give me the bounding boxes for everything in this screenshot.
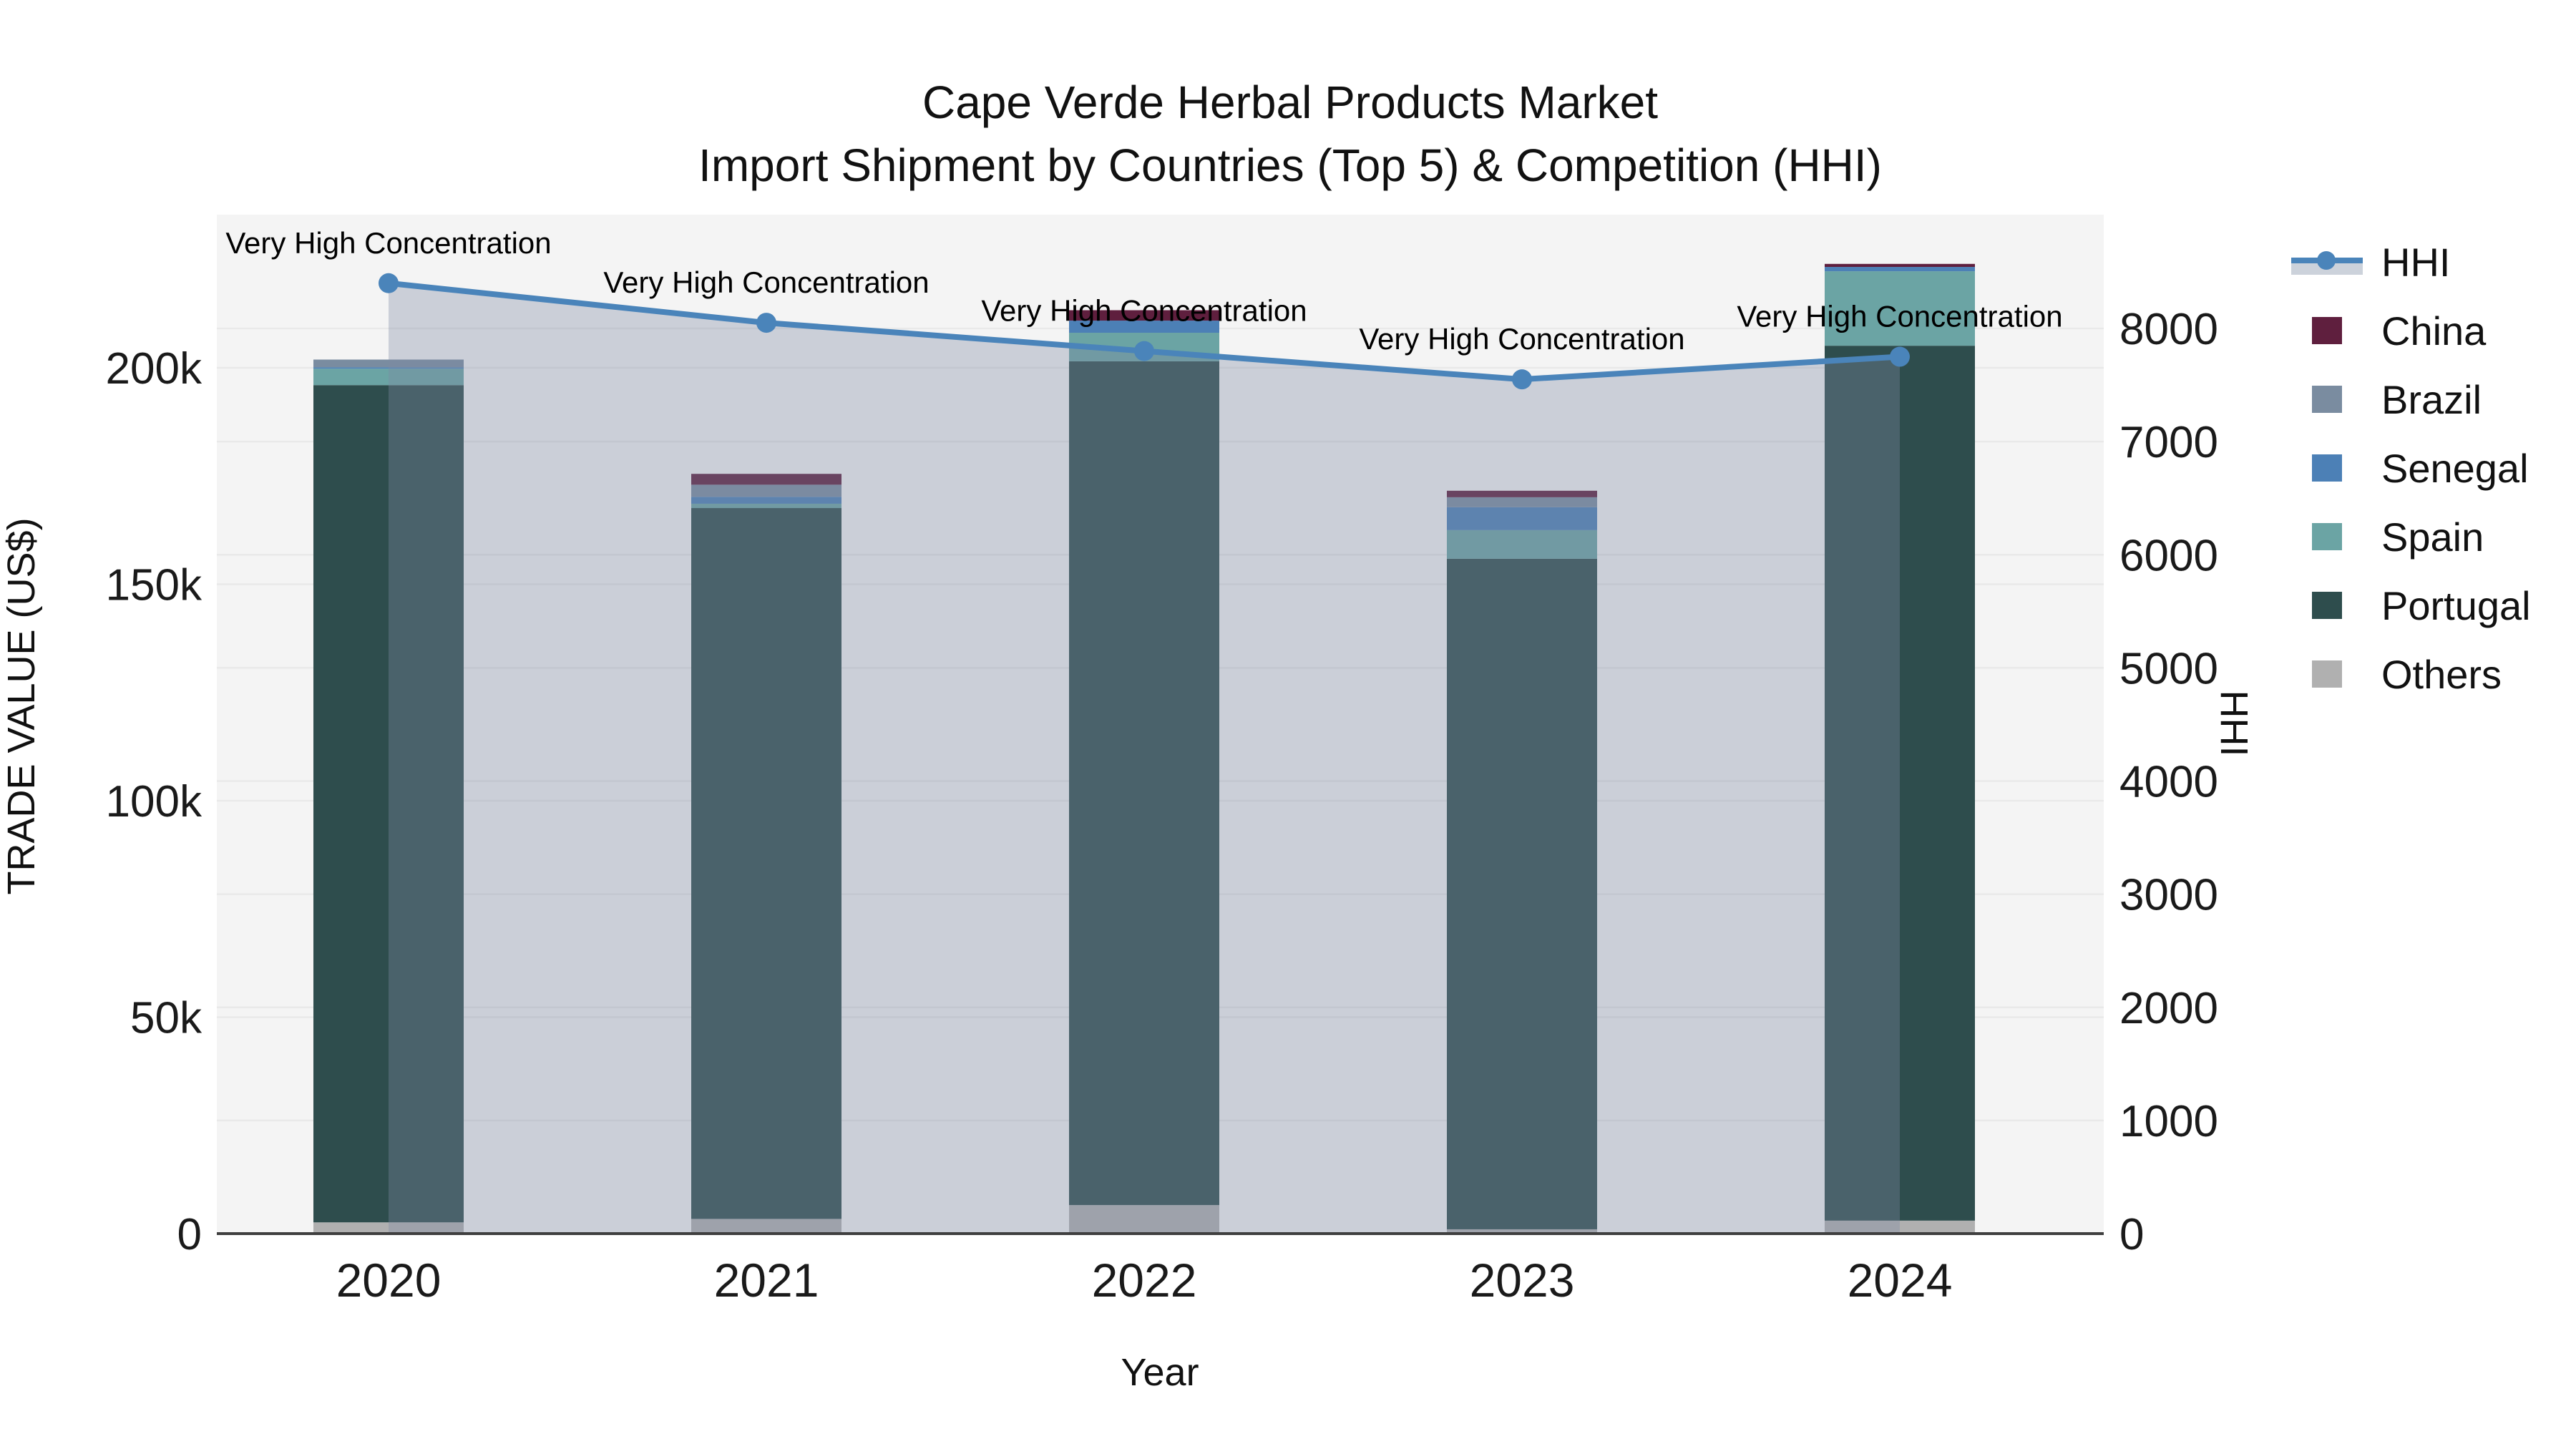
left-tick-150k: 150k: [106, 561, 203, 610]
left-tick-100k: 100k: [106, 777, 203, 826]
hhi-marker-2023[interactable]: [1512, 369, 1532, 390]
stacked-bars: [313, 263, 1975, 1234]
legend-swatch-icon: [2287, 592, 2367, 619]
left-axis-ticks: 0 50k 100k 150k 200k: [106, 344, 203, 1259]
bar-segment-china-2024[interactable]: [1825, 263, 1975, 268]
legend-item-spain[interactable]: Spain: [2287, 502, 2531, 571]
hhi-marker-2020[interactable]: [379, 273, 399, 293]
x-tick-2024: 2024: [1848, 1254, 1953, 1307]
hhi-area-fill: [389, 283, 1900, 1234]
chart-title-line1: Cape Verde Herbal Products Market: [922, 77, 1658, 128]
x-tick-2022: 2022: [1092, 1254, 1197, 1307]
bar-segment-brazil-2020[interactable]: [313, 359, 464, 368]
legend-item-others[interactable]: Others: [2287, 640, 2531, 708]
bar-segment-portugal-2022[interactable]: [1069, 361, 1219, 1206]
bar-segment-spain-2024[interactable]: [1825, 271, 1975, 346]
bar-segment-others-2024[interactable]: [1825, 1220, 1975, 1234]
left-tick-200k: 200k: [106, 344, 203, 394]
right-tick-1000: 1000: [2119, 1097, 2218, 1146]
bar-segment-others-2022[interactable]: [1069, 1205, 1219, 1234]
legend-item-portugal[interactable]: Portugal: [2287, 571, 2531, 640]
legend-label: Spain: [2381, 514, 2484, 560]
x-axis-ticks: 2020 2021 2022 2023 2024: [336, 1254, 1953, 1307]
hhi-marker-2024[interactable]: [1890, 346, 1910, 367]
legend-label: China: [2381, 308, 2487, 353]
legend-item-china[interactable]: China: [2287, 296, 2531, 365]
right-tick-2000: 2000: [2119, 984, 2218, 1033]
bar-segment-spain-2021[interactable]: [691, 503, 841, 509]
left-tick-50k: 50k: [130, 994, 203, 1043]
bar-segment-others-2021[interactable]: [691, 1219, 841, 1234]
legend: HHI China Brazil Senegal Spain Portugal Others: [2287, 228, 2531, 708]
legend-item-senegal[interactable]: Senegal: [2287, 434, 2531, 502]
hhi-marker-2022[interactable]: [1134, 341, 1154, 361]
bar-segment-senegal-2020[interactable]: [313, 367, 464, 369]
bar-segment-spain-2023[interactable]: [1447, 530, 1597, 559]
legend-swatch-icon: [2287, 660, 2367, 688]
bar-segment-china-2021[interactable]: [691, 474, 841, 485]
chart-title-line2: Import Shipment by Countries (Top 5) & C…: [698, 140, 1882, 191]
x-tick-2020: 2020: [336, 1254, 441, 1307]
annotation-2023: Very High Concentration: [1359, 322, 1684, 356]
bar-segment-china-2022[interactable]: [1069, 310, 1219, 321]
right-axis-title: HHI: [2212, 691, 2255, 757]
legend-swatch-icon: [2287, 317, 2367, 344]
x-axis-title: Year: [1121, 1351, 1199, 1394]
hhi-area: [389, 283, 1900, 1234]
hhi-marker-2021[interactable]: [756, 313, 776, 333]
right-tick-3000: 3000: [2119, 871, 2218, 920]
legend-label: Brazil: [2381, 376, 2482, 422]
annotation-2022: Very High Concentration: [981, 294, 1307, 328]
x-tick-2021: 2021: [714, 1254, 819, 1307]
bar-segment-senegal-2024[interactable]: [1825, 267, 1975, 272]
hhi-line: [379, 273, 1910, 390]
legend-label: Senegal: [2381, 445, 2529, 491]
bar-segment-china-2023[interactable]: [1447, 490, 1597, 497]
bar-segment-senegal-2021[interactable]: [691, 497, 841, 504]
left-tick-0: 0: [177, 1210, 202, 1259]
annotation-2021: Very High Concentration: [603, 265, 929, 299]
right-tick-4000: 4000: [2119, 758, 2218, 807]
x-tick-2023: 2023: [1470, 1254, 1575, 1307]
annotations: Very High Concentration Very High Concent…: [225, 226, 2062, 356]
legend-swatch-icon: [2287, 454, 2367, 482]
bar-segment-others-2020[interactable]: [313, 1222, 464, 1234]
bar-segment-portugal-2024[interactable]: [1825, 346, 1975, 1221]
right-tick-8000: 8000: [2119, 305, 2218, 354]
right-axis-ticks: 0 1000 2000 3000 4000 5000 6000 7000 8000: [2119, 305, 2218, 1259]
right-tick-5000: 5000: [2119, 644, 2218, 693]
right-tick-6000: 6000: [2119, 531, 2218, 580]
legend-label: Others: [2381, 651, 2502, 697]
bar-segment-portugal-2023[interactable]: [1447, 558, 1597, 1229]
bar-segment-senegal-2022[interactable]: [1069, 321, 1219, 333]
bar-segment-others-2023[interactable]: [1447, 1229, 1597, 1234]
bar-segment-brazil-2023[interactable]: [1447, 497, 1597, 507]
legend-swatch-icon: [2287, 386, 2367, 413]
annotation-2020: Very High Concentration: [225, 226, 551, 260]
hhi-line-legend-icon: [2287, 248, 2367, 276]
bar-segment-spain-2020[interactable]: [313, 369, 464, 386]
bar-segment-portugal-2020[interactable]: [313, 385, 464, 1223]
legend-item-brazil[interactable]: Brazil: [2287, 365, 2531, 434]
legend-swatch-icon: [2287, 523, 2367, 550]
bar-segment-brazil-2021[interactable]: [691, 484, 841, 497]
bar-segment-senegal-2023[interactable]: [1447, 507, 1597, 530]
legend-label: HHI: [2381, 239, 2451, 285]
right-tick-0: 0: [2119, 1210, 2144, 1259]
legend-item-hhi[interactable]: HHI: [2287, 228, 2531, 296]
bar-segment-portugal-2021[interactable]: [691, 508, 841, 1219]
left-axis-title: TRADE VALUE (US$): [0, 517, 43, 894]
right-tick-7000: 7000: [2119, 418, 2218, 467]
legend-label: Portugal: [2381, 582, 2531, 628]
annotation-2024: Very High Concentration: [1737, 300, 2062, 333]
